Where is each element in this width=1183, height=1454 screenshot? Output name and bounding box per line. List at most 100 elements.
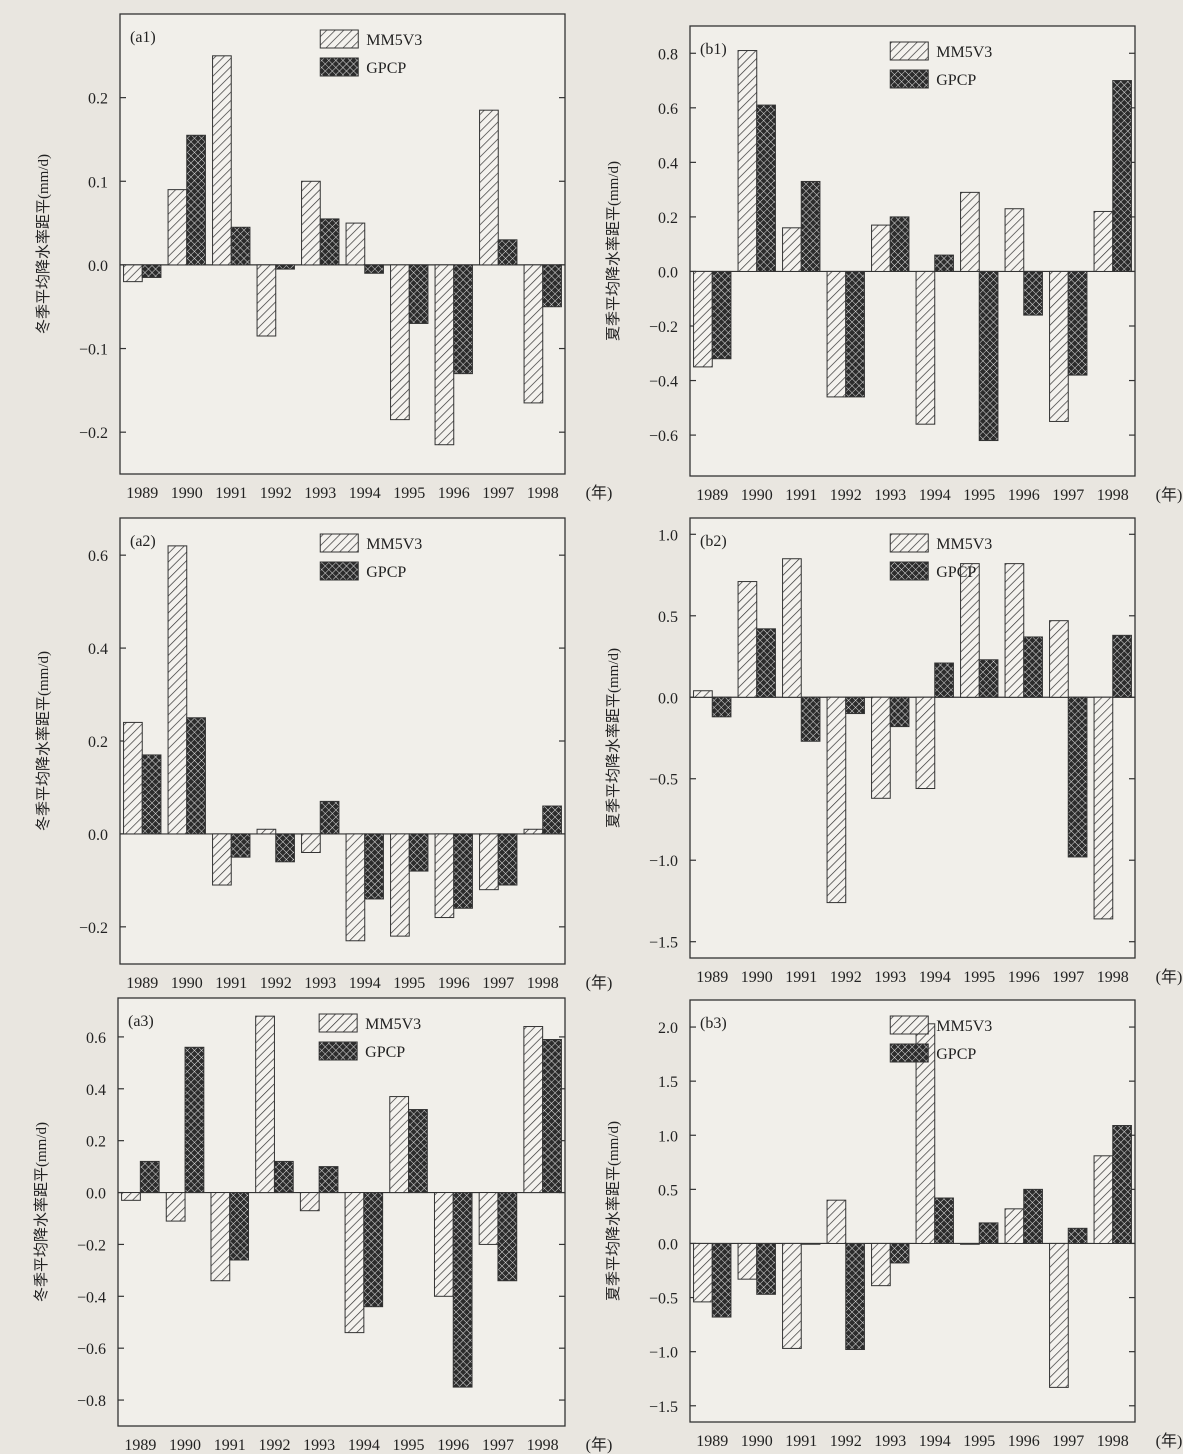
panel-label: (b1) [700, 41, 727, 58]
bar-mm5v3-1995 [389, 1096, 410, 1194]
x-tick-label: 1990 [171, 485, 203, 502]
bar-mm5v3-1996 [1004, 208, 1025, 272]
y-tick-label: 0.0 [658, 690, 678, 707]
y-tick-label: −0.2 [79, 425, 108, 442]
x-tick-label: 1994 [919, 487, 951, 504]
bar-gpcp-1994 [364, 264, 384, 274]
x-tick-label: 1998 [527, 975, 559, 992]
bar-gpcp-1992 [275, 833, 295, 863]
y-tick-label: −0.6 [649, 428, 678, 445]
x-tick-label: 1992 [830, 969, 862, 986]
bar-mm5v3-1997 [1049, 1242, 1069, 1388]
bar-gpcp-1997 [1067, 270, 1088, 376]
y-tick-label: −0.5 [649, 1291, 678, 1308]
bar-gpcp-1996 [1023, 1188, 1043, 1244]
x-tick-label: 1989 [696, 487, 728, 504]
bar-gpcp-1998 [542, 1039, 562, 1194]
y-tick-label: −1.0 [649, 853, 678, 870]
legend-label-gpcp: GPCP [936, 564, 976, 581]
bar-mm5v3-1997 [478, 1192, 499, 1245]
y-tick-label: 0.5 [658, 609, 678, 626]
y-tick-label: 0.2 [658, 210, 678, 227]
x-tick-label: 1996 [1008, 487, 1040, 504]
bar-mm5v3-1993 [299, 1192, 320, 1212]
legend-swatch-gpcp [318, 1041, 358, 1061]
x-tick-label: 1996 [438, 485, 470, 502]
bar-gpcp-1998 [542, 805, 562, 835]
x-tick-label: 1995 [393, 485, 425, 502]
bar-mm5v3-1993 [301, 833, 321, 854]
x-tick-label: 1992 [830, 1433, 862, 1450]
x-tick-label: 1996 [438, 975, 470, 992]
legend-swatch-mm5v3 [889, 1015, 929, 1035]
legend-swatch-gpcp [889, 1043, 929, 1063]
bar-mm5v3-1989 [693, 1242, 713, 1303]
bar-mm5v3-1994 [915, 270, 936, 425]
panel-label: (b2) [700, 533, 727, 550]
x-tick-label: 1998 [527, 1437, 559, 1454]
bar-mm5v3-1995 [390, 264, 410, 421]
y-tick-label: 2.0 [658, 1020, 678, 1037]
bar-gpcp-1994 [364, 833, 384, 900]
bar-gpcp-1995 [408, 1109, 428, 1194]
y-tick-label: 1.0 [658, 1128, 678, 1145]
y-tick-label: 0.2 [88, 734, 108, 751]
bar-mm5v3-1996 [434, 833, 455, 919]
bar-gpcp-1995 [408, 264, 429, 324]
x-tick-label: 1995 [393, 975, 425, 992]
bar-mm5v3-1991 [212, 55, 232, 266]
x-tick-label: 1992 [260, 975, 292, 992]
y-tick-label: −0.2 [77, 1237, 106, 1254]
legend-label-mm5v3: MM5V3 [366, 536, 422, 553]
bar-gpcp-1993 [319, 218, 340, 266]
x-tick-label: 1989 [696, 1433, 728, 1450]
x-tick-label: 1998 [1097, 487, 1129, 504]
x-tick-label: 1991 [215, 485, 247, 502]
panel-label: (a2) [130, 533, 156, 550]
bar-mm5v3-1993 [871, 1242, 891, 1287]
y-axis-label: 夏季平均降水率距平(mm/d) [605, 648, 622, 828]
x-tick-label: 1990 [741, 487, 773, 504]
legend-swatch-mm5v3 [319, 533, 359, 553]
bar-gpcp-1994 [363, 1192, 384, 1308]
bar-gpcp-1991 [800, 1242, 821, 1245]
bar-gpcp-1995 [978, 270, 999, 442]
bar-gpcp-1991 [800, 696, 821, 742]
x-tick-label: 1995 [963, 1433, 995, 1450]
bar-gpcp-1996 [1023, 636, 1043, 698]
bar-mm5v3-1997 [479, 109, 499, 266]
bar-mm5v3-1995 [390, 833, 410, 937]
bar-gpcp-1994 [934, 662, 954, 698]
bar-mm5v3-1991 [212, 833, 232, 886]
bar-gpcp-1992 [845, 696, 865, 715]
bar-mm5v3-1992 [826, 270, 847, 398]
legend-label-mm5v3: MM5V3 [365, 1016, 421, 1033]
bar-gpcp-1995 [408, 833, 429, 872]
y-tick-label: 0.1 [88, 174, 108, 191]
bar-gpcp-1993 [318, 1166, 339, 1194]
bar-gpcp-1993 [889, 216, 910, 272]
y-tick-label: 0.4 [658, 155, 678, 172]
bar-mm5v3-1992 [256, 264, 277, 337]
x-tick-label: 1995 [963, 487, 995, 504]
x-tick-label: 1989 [124, 1437, 156, 1454]
bar-gpcp-1990 [756, 1242, 776, 1295]
bar-gpcp-1989 [141, 754, 162, 835]
legend-label-gpcp: GPCP [366, 564, 406, 581]
x-tick-label: 1990 [169, 1437, 201, 1454]
y-tick-label: −0.4 [649, 374, 678, 391]
bar-mm5v3-1991 [782, 1242, 802, 1349]
bar-gpcp-1992 [845, 1242, 865, 1351]
x-tick-label: 1990 [171, 975, 203, 992]
x-tick-label: 1993 [304, 975, 336, 992]
x-tick-label: 1991 [785, 969, 817, 986]
panel-label: (a1) [130, 29, 156, 46]
bar-gpcp-1993 [889, 696, 910, 728]
x-unit-label: (年) [1156, 968, 1183, 986]
bar-mm5v3-1989 [693, 690, 713, 698]
bar-gpcp-1997 [497, 1192, 518, 1282]
bar-gpcp-1997 [1067, 1227, 1088, 1244]
bar-mm5v3-1990 [167, 189, 188, 266]
bar-gpcp-1990 [186, 134, 206, 266]
bar-gpcp-1996 [452, 1192, 473, 1388]
